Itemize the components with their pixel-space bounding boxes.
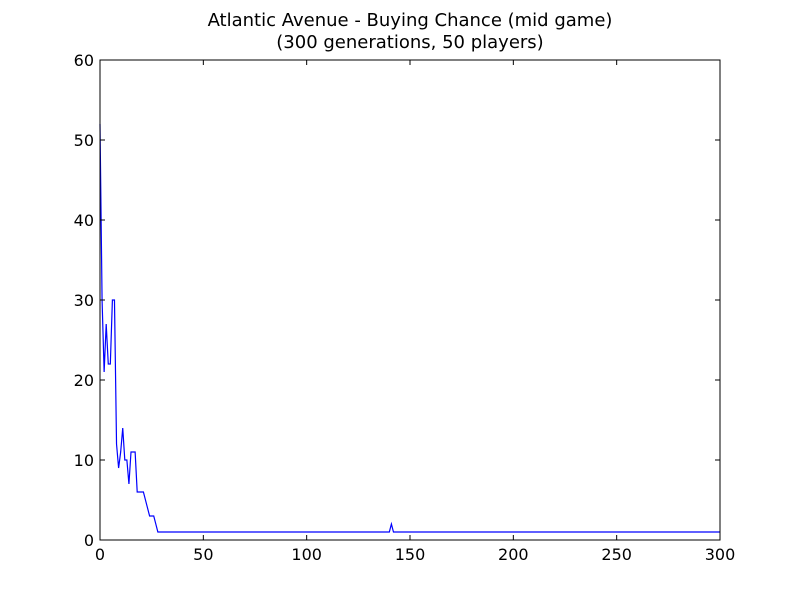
x-tick-label: 150 (395, 545, 426, 564)
chart-title: Atlantic Avenue - Buying Chance (mid gam… (207, 10, 613, 31)
x-tick-label: 200 (498, 545, 529, 564)
axis-ticks: 0 50 100 150 200 250 300 0 10 20 30 40 50 60 (74, 51, 736, 564)
axes-frame (99, 59, 721, 541)
y-tick-label: 10 (74, 451, 94, 470)
y-tick-label: 40 (74, 211, 94, 230)
y-tick-label: 0 (84, 531, 94, 550)
x-tick-label: 0 (95, 545, 105, 564)
series-line-0 (99, 123, 720, 533)
x-tick-label: 100 (291, 545, 322, 564)
x-tick-label: 50 (193, 545, 213, 564)
x-tick-label: 300 (705, 545, 736, 564)
x-tick-label: 250 (601, 545, 632, 564)
y-tick-label: 30 (74, 291, 94, 310)
plot-area (99, 123, 720, 533)
chart-title-block: Atlantic Avenue - Buying Chance (mid gam… (0, 10, 800, 54)
y-tick-label: 60 (74, 51, 94, 70)
y-tick-label: 50 (74, 131, 94, 150)
y-tick-label: 20 (74, 371, 94, 390)
chart-subtitle: (300 generations, 50 players) (276, 32, 544, 53)
